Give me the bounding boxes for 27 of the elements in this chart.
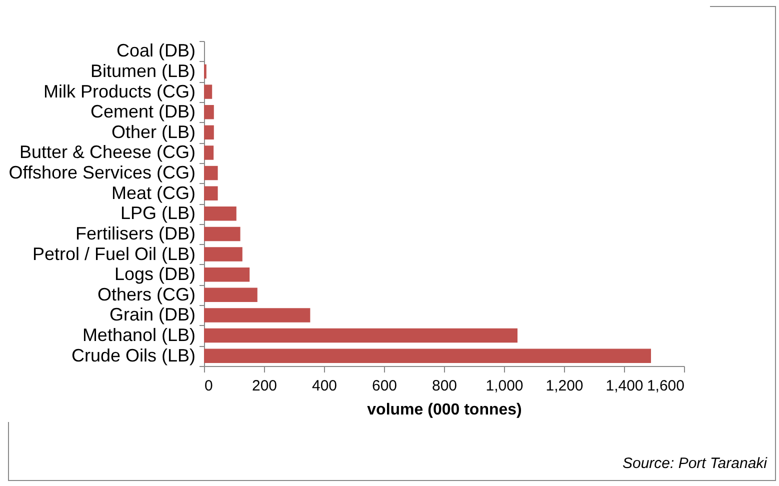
x-tick-label: 600 [372, 378, 398, 394]
y-tick-label: Methanol (LB) [82, 325, 196, 346]
x-axis-title: volume (000 tonnes) [367, 402, 522, 418]
y-tick-label: Fertilisers (DB) [76, 223, 196, 244]
y-tick-label: Grain (DB) [109, 304, 196, 325]
x-tick-label: 200 [252, 378, 278, 394]
y-tick-label: Coal (DB) [116, 40, 196, 61]
x-tick-label: 800 [432, 378, 458, 394]
x-tick-label: 1,000 [486, 378, 524, 394]
source-note: Source: Port Taranaki [622, 455, 767, 472]
x-tick-label: 0 [204, 378, 213, 394]
y-tick-label: Butter & Cheese (CG) [19, 142, 196, 162]
y-tick-label: Offshore Services (CG) [8, 162, 196, 183]
x-tick-label: 1,600 [646, 378, 684, 394]
y-tick-label: Others (CG) [97, 284, 196, 304]
y-tick-label: Other (LB) [111, 122, 196, 142]
y-tick-label: Meat (CG) [111, 182, 196, 203]
y-tick-label: Petrol / Fuel Oil (LB) [32, 244, 196, 264]
y-tick-label: LPG (LB) [120, 203, 196, 224]
y-tick-label: Logs (DB) [114, 264, 196, 284]
x-tick-label: 400 [312, 378, 338, 394]
y-tick-label: Milk Products (CG) [43, 81, 196, 102]
y-tick-label: Crude Oils (LB) [71, 345, 196, 366]
x-tick-label: 1,200 [546, 378, 584, 394]
x-tick-label: 1,400 [606, 378, 644, 394]
y-tick-label: Bitumen (LB) [90, 60, 196, 81]
y-tick-label: Cement (DB) [90, 102, 196, 122]
